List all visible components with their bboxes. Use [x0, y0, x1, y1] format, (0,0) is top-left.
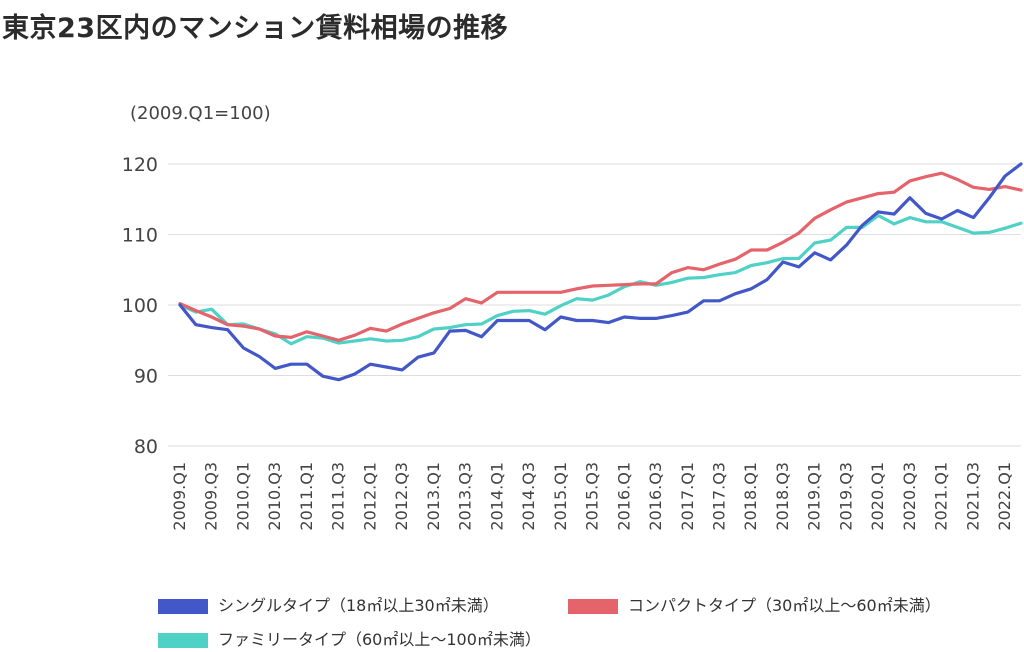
x-tick-label: 2019.Q1: [805, 462, 824, 531]
series-line-family: [178, 213, 1023, 346]
x-tick-label: 2022.Q1: [995, 462, 1014, 531]
legend-item-family: ファミリータイプ（60㎡以上～100㎡未満）: [158, 626, 541, 650]
y-tick-label: 120: [122, 154, 158, 176]
x-tick-label: 2018.Q3: [773, 462, 792, 531]
legend-swatch-single: [158, 599, 208, 614]
x-tick-label: 2015.Q1: [551, 462, 570, 531]
legend-label-compact: コンパクトタイプ（30㎡以上～60㎡未満）: [628, 596, 941, 615]
x-tick-label: 2014.Q1: [487, 462, 506, 531]
x-tick-label: 2018.Q1: [741, 462, 760, 531]
legend-label-family: ファミリータイプ（60㎡以上～100㎡未満）: [218, 630, 541, 649]
y-tick-label: 80: [134, 436, 158, 458]
x-tick-label: 2019.Q3: [836, 462, 855, 531]
x-axis-ticks: 2009.Q1 2009.Q3 2010.Q1 2010.Q3 2011.Q1 2011.…: [170, 462, 1014, 531]
x-tick-label: 2017.Q3: [710, 462, 729, 531]
x-tick-label: 2012.Q1: [360, 462, 379, 531]
x-tick-label: 2013.Q3: [456, 462, 475, 531]
x-tick-label: 2016.Q1: [614, 462, 633, 531]
x-tick-label: 2010.Q3: [265, 462, 284, 531]
x-tick-label: 2021.Q1: [932, 462, 951, 531]
series-line-single: [178, 162, 1023, 382]
x-tick-label: 2014.Q3: [519, 462, 538, 531]
series-lines: [178, 162, 1023, 382]
legend-label-single: シングルタイプ（18㎡以上30㎡未満）: [218, 596, 499, 615]
legend-item-compact: コンパクトタイプ（30㎡以上～60㎡未満）: [568, 592, 941, 616]
y-axis-ticks: 80 90 100 110 120: [122, 154, 158, 458]
x-tick-label: 2015.Q3: [583, 462, 602, 531]
y-axis-unit-label: (2009.Q1=100): [130, 103, 271, 124]
chart-title: 東京23区内のマンション賃料相場の推移: [2, 13, 509, 44]
x-tick-label: 2009.Q1: [170, 462, 189, 531]
legend-swatch-family: [158, 633, 208, 648]
x-tick-label: 2013.Q1: [424, 462, 443, 531]
x-tick-label: 2017.Q1: [678, 462, 697, 531]
x-tick-label: 2010.Q1: [233, 462, 252, 531]
legend-item-single: シングルタイプ（18㎡以上30㎡未満）: [158, 592, 499, 616]
x-tick-label: 2009.Q3: [202, 462, 221, 531]
legend-swatch-compact: [568, 599, 618, 614]
x-tick-label: 2016.Q3: [646, 462, 665, 531]
y-tick-label: 110: [122, 225, 158, 247]
x-tick-label: 2011.Q1: [297, 462, 316, 531]
x-tick-label: 2012.Q3: [392, 462, 411, 531]
x-tick-label: 2011.Q3: [329, 462, 348, 531]
x-tick-label: 2020.Q3: [900, 462, 919, 531]
y-tick-label: 90: [134, 366, 158, 388]
y-tick-label: 100: [122, 295, 158, 317]
series-line-compact: [178, 171, 1023, 342]
x-tick-label: 2020.Q1: [868, 462, 887, 531]
grid: [168, 163, 1021, 447]
x-tick-label: 2021.Q3: [963, 462, 982, 531]
